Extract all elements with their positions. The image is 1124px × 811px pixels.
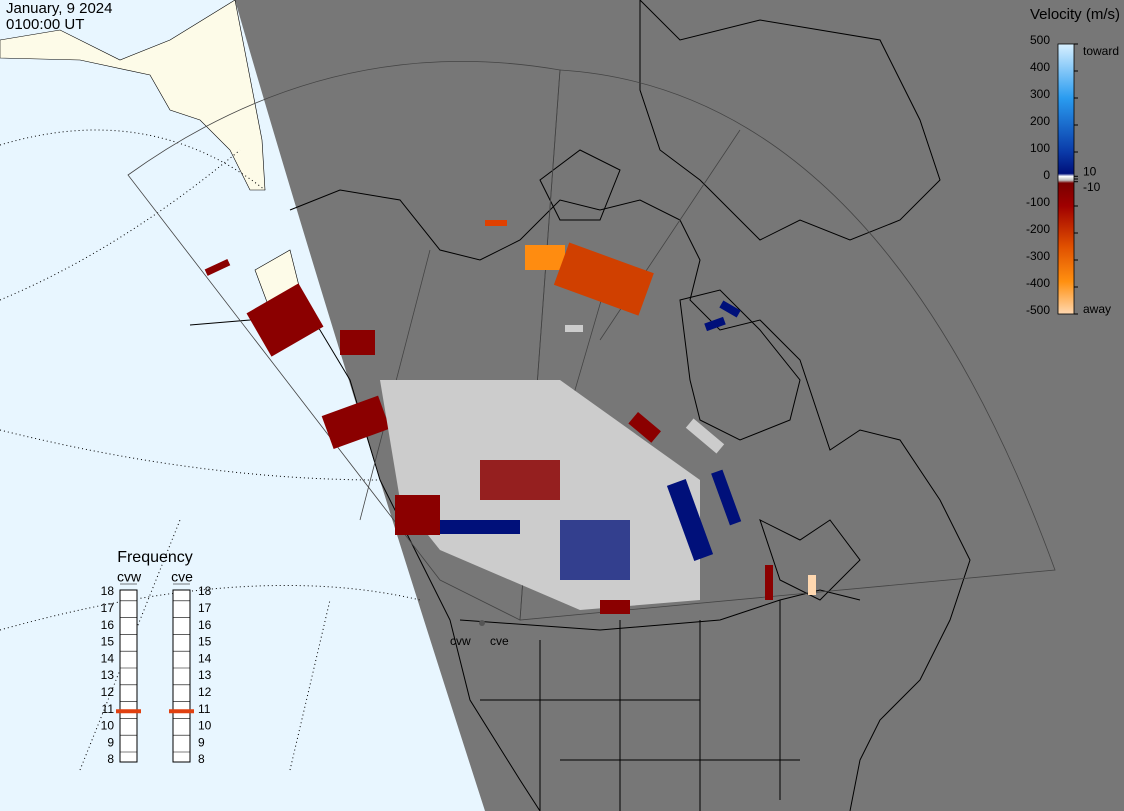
frequency-tick-label: 13	[198, 668, 212, 682]
frequency-tick-label: 9	[107, 735, 114, 749]
frequency-tick-label: 17	[198, 601, 212, 615]
color-bar-tick-label: -200	[1026, 222, 1050, 236]
color-bar-tick-label: 100	[1030, 141, 1050, 155]
radar-echoes	[204, 220, 816, 614]
time-label: 0100:00 UT	[6, 16, 84, 33]
frequency-tick-label: 17	[101, 601, 115, 615]
frequency-column	[119, 589, 138, 763]
color-bar-tick-label: -10	[1083, 180, 1101, 194]
frequency-tick-label: 18	[198, 584, 212, 598]
frequency-tick-label: 9	[198, 735, 205, 749]
frequency-tick-label: 8	[198, 752, 205, 766]
graticule	[0, 129, 421, 771]
frequency-tick-label: 15	[198, 635, 212, 649]
color-bar-tick-label: 10	[1083, 164, 1097, 178]
color-bar-tick-label: 0	[1043, 168, 1050, 182]
frequency-tick-label: 12	[101, 685, 115, 699]
color-bar-tick-label: -100	[1026, 195, 1050, 209]
radar-name: cve	[171, 569, 193, 585]
frequency-tick-label: 13	[101, 668, 115, 682]
frequency-title: Frequency	[117, 549, 193, 566]
color-bar-tick-label: -300	[1026, 249, 1050, 263]
frequency-tick-label: 14	[198, 651, 212, 665]
frequency-tick-label: 8	[107, 752, 114, 766]
frequency-column	[172, 589, 191, 763]
radar-site	[479, 620, 485, 626]
frequency-tick-label: 10	[101, 719, 115, 733]
radar-fields-of-view	[127, 60, 1056, 621]
frequency-tick-label: 16	[101, 618, 115, 632]
frequency-tick-label: 12	[198, 685, 212, 699]
color-bar-tick-label: 400	[1030, 60, 1050, 74]
color-bar-tick-label: 500	[1030, 33, 1050, 47]
away-label: away	[1083, 302, 1111, 316]
toward-label: toward	[1083, 44, 1119, 58]
frequency-tick-label: 16	[198, 618, 212, 632]
radar-label: cvw	[450, 634, 471, 648]
color-bar-tick-label: 300	[1030, 87, 1050, 101]
legend-title: Velocity (m/s)	[1030, 6, 1120, 23]
frequency-tick-label: 15	[101, 635, 115, 649]
frequency-tick-label: 11	[198, 702, 211, 716]
color-bar-tick-label: -500	[1026, 303, 1050, 317]
color-bar-tick-label: 200	[1030, 114, 1050, 128]
frequency-tick-label: 18	[101, 584, 115, 598]
radar-label: cve	[490, 634, 509, 648]
radar-name: cvw	[117, 569, 142, 585]
color-bar	[1057, 43, 1075, 315]
frequency-tick-label: 10	[198, 719, 212, 733]
color-bar-tick-label: -400	[1026, 276, 1050, 290]
frequency-tick-label: 11	[102, 702, 115, 716]
date-label: January, 9 2024	[6, 0, 112, 17]
frequency-tick-label: 14	[101, 651, 115, 665]
alaska-day	[0, 0, 266, 191]
